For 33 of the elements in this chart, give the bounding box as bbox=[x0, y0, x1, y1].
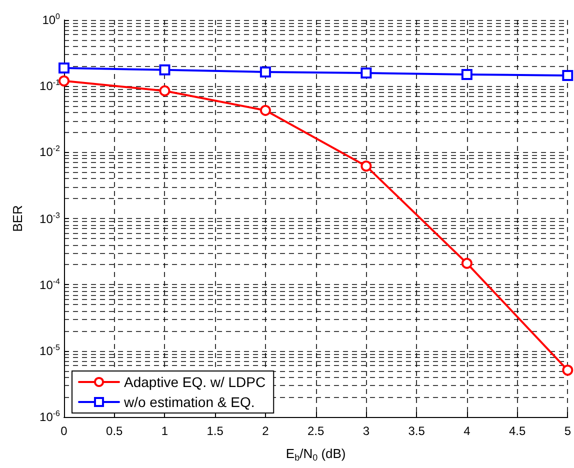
y-tick-label: 10$^{-5}$ bbox=[40, 342, 60, 359]
y-tick-label: 10$^{0}$ bbox=[42, 12, 60, 28]
point bbox=[360, 160, 372, 172]
point bbox=[461, 258, 472, 269]
y-axis-title: BER bbox=[10, 205, 25, 232]
x-tick-label: 0.5 bbox=[106, 424, 124, 438]
x-tick-label: 2 bbox=[262, 424, 270, 438]
x-tick-label: 1.5 bbox=[206, 424, 224, 438]
x-tick-label: 2.5 bbox=[307, 424, 324, 438]
y-tick-label: 10$^{-3}$ bbox=[40, 210, 60, 226]
x-tick-label: 3 bbox=[362, 424, 370, 438]
legend-label: Adaptive EQ. w/ LDPC bbox=[124, 374, 266, 390]
point bbox=[58, 75, 70, 86]
x-tick-label: 5 bbox=[564, 424, 572, 438]
x-tick-label: 4 bbox=[464, 424, 471, 438]
point bbox=[159, 64, 170, 76]
point bbox=[461, 69, 472, 80]
point bbox=[58, 62, 70, 74]
x-tick-label: 4.5 bbox=[508, 424, 526, 438]
point bbox=[260, 104, 271, 116]
x-tick-label: 0 bbox=[60, 424, 68, 438]
x-tick-label: 3.5 bbox=[408, 424, 426, 438]
y-tick-label: 10$^{-1}$ bbox=[40, 78, 60, 94]
point bbox=[260, 66, 271, 78]
point bbox=[562, 70, 574, 81]
y-tick-label: 10$^{-6}$ bbox=[40, 409, 60, 425]
y-tick-label: 10$^{-4}$ bbox=[40, 276, 60, 293]
point bbox=[360, 68, 372, 79]
y-tick-label: 10$^{-2}$ bbox=[40, 144, 60, 160]
x-tick-label: 1 bbox=[161, 424, 168, 438]
point bbox=[562, 364, 574, 376]
point bbox=[159, 85, 170, 96]
legend-label: w/o estimation & EQ. bbox=[123, 394, 255, 410]
